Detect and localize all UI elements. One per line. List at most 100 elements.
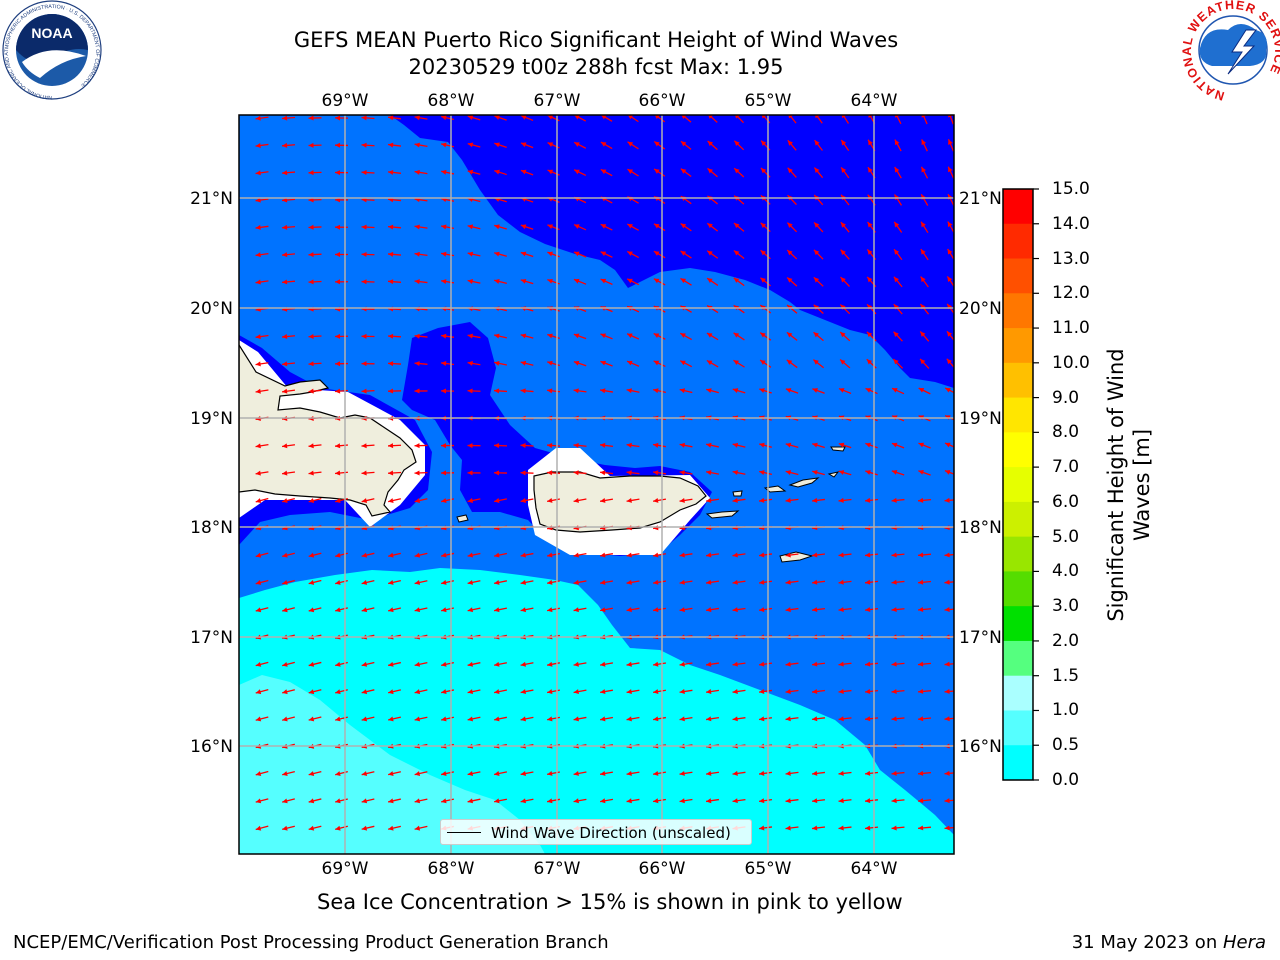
wave-direction-arrowhead (361, 115, 367, 121)
wave-direction-arrowhead (786, 332, 793, 338)
wave-direction-arrowhead (414, 552, 421, 558)
wave-direction-arrowhead (494, 798, 500, 804)
wave-direction-arrowhead (626, 470, 632, 476)
wave-direction-arrowhead (308, 279, 314, 285)
wave-direction-arrowhead (282, 334, 288, 340)
wave-direction-arrowhead (308, 142, 314, 148)
wave-direction-arrowhead (840, 359, 846, 365)
wave-direction-arrowhead (441, 579, 447, 585)
wave-direction-arrowhead (574, 115, 580, 120)
wave-direction-arrowhead (893, 276, 900, 283)
wave-direction-arrowhead (759, 770, 765, 776)
wave-direction-arrowhead (759, 798, 765, 804)
wave-direction-arrowhead (282, 443, 288, 449)
colorbar-tick-label: 4.0 (1052, 561, 1080, 582)
wave-direction-arrowhead (706, 497, 712, 503)
wave-direction-arrowhead (335, 552, 341, 558)
wave-direction-arrowhead (414, 279, 420, 285)
wave-direction-arrowhead (467, 169, 474, 175)
wave-direction-arrowhead (653, 770, 659, 776)
colorbar (1003, 189, 1033, 781)
wave-direction-arrowhead (255, 689, 262, 695)
wave-direction-arrowhead (759, 825, 765, 831)
wave-direction-arrowhead (467, 115, 474, 120)
wave-direction-arrowhead (282, 470, 288, 476)
wave-direction-arrowhead (520, 169, 527, 175)
wave-direction-arrowhead (812, 497, 818, 503)
wave-direction-arrowhead (918, 825, 924, 831)
wave-direction-arrowhead (414, 251, 420, 257)
wave-direction-arrowhead (520, 333, 527, 339)
wave-direction-arrowhead (706, 442, 712, 448)
wave-direction-arrowhead (679, 716, 685, 722)
wave-direction-arrow (922, 115, 928, 125)
wave-direction-arrowhead (573, 716, 579, 722)
wave-direction-arrowhead (653, 497, 659, 503)
map-title-line1: GEFS MEAN Puerto Rico Significant Height… (293, 28, 899, 52)
wave-direction-arrowhead (865, 552, 871, 558)
wave-direction-arrowhead (732, 770, 738, 776)
wave-direction-arrowhead (308, 443, 314, 449)
colorbar-segment (1003, 258, 1033, 294)
wave-direction-arrowhead (812, 607, 818, 613)
wave-direction-arrowhead (547, 716, 553, 722)
lon-label: 67°W (534, 859, 581, 879)
wave-direction-arrowhead (520, 278, 527, 284)
wave-direction-arrowhead (946, 358, 952, 365)
map-frame (238, 114, 955, 855)
wave-direction-arrowhead (388, 251, 394, 257)
wave-direction-arrowhead (335, 115, 341, 121)
wave-direction-arrowhead (918, 716, 924, 722)
wave-direction-arrowhead (441, 552, 447, 558)
wave-direction-arrowhead (255, 470, 261, 476)
wave-direction-arrow (842, 115, 850, 124)
wave-direction-arrowhead (600, 142, 607, 147)
wave-direction-arrowhead (759, 607, 765, 613)
lon-label: 66°W (639, 859, 686, 879)
wave-direction-arrowhead (388, 361, 394, 367)
wave-direction-arrowhead (918, 470, 924, 475)
wave-direction-arrowhead (707, 168, 713, 174)
wave-direction-arrowhead (865, 388, 872, 393)
colorbar-frame (1002, 188, 1034, 781)
wave-direction-arrowhead (760, 222, 767, 229)
wave-direction-arrowhead (361, 279, 367, 285)
colorbar-segment (1003, 362, 1033, 399)
wave-direction-arrowhead (255, 224, 261, 230)
wave-direction-arrowhead (282, 716, 288, 722)
wave-direction-arrowhead (547, 442, 553, 448)
wave-direction-arrowhead (732, 552, 738, 558)
wave-direction-arrowhead (680, 278, 687, 284)
wave-direction-arrowhead (441, 443, 447, 449)
wave-direction-arrowhead (335, 333, 341, 339)
wave-direction-arrowhead (308, 388, 314, 394)
wave-direction-arrowhead (893, 331, 899, 337)
wave-direction-arrowhead (467, 360, 473, 366)
island-virgin-5 (830, 446, 846, 452)
wave-direction-arrowhead (282, 580, 288, 585)
wave-direction-arrowhead (706, 689, 712, 694)
wave-direction-arrowhead (520, 115, 527, 120)
graticule (239, 115, 954, 854)
wave-direction-arrowhead (654, 115, 660, 120)
island-virgin-4 (827, 471, 840, 478)
wave-direction-arrowhead (679, 607, 685, 613)
wave-direction-arrowhead (946, 331, 953, 337)
wave-direction-arrowhead (679, 661, 685, 667)
wave-direction-arrowhead (388, 498, 394, 503)
wave-direction-arrowhead (814, 222, 820, 228)
colorbar-tick-label: 9.0 (1052, 387, 1080, 408)
wave-direction-arrowhead (282, 142, 288, 148)
wave-direction-arrowhead (653, 333, 660, 338)
wave-direction-arrowhead (573, 579, 579, 585)
wave-direction-arrowhead (467, 661, 474, 667)
wave-direction-arrowhead (865, 497, 871, 503)
wave-direction-arrowhead (282, 224, 288, 230)
wave-direction-arrowhead (679, 579, 685, 585)
wave-direction-arrowhead (520, 498, 527, 503)
wave-direction-arrowhead (255, 607, 262, 613)
colorbar-tick-label: 2.0 (1052, 630, 1080, 651)
wave-direction-arrowhead (840, 249, 846, 256)
wave-direction-arrowhead (627, 141, 634, 147)
lon-label: 67°W (534, 91, 581, 111)
